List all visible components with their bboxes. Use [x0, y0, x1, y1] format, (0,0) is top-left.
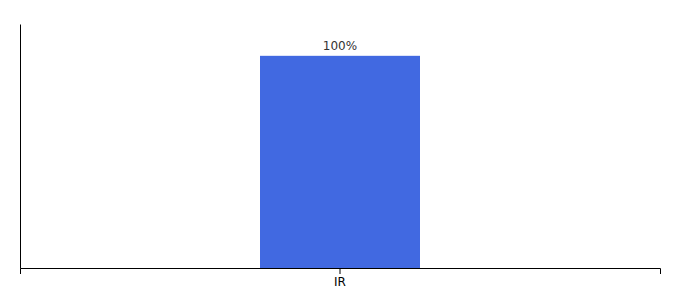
bar [260, 56, 420, 268]
chart: 100% IR [0, 0, 680, 300]
x-axis: IR [21, 268, 661, 289]
plot: 100% IR [21, 25, 661, 289]
x-tick-mark [340, 268, 341, 274]
bars [260, 56, 420, 268]
x-axis-line [21, 269, 661, 275]
y-axis-line [20, 25, 21, 269]
data-labels: 100% [323, 39, 357, 53]
y-axis [20, 25, 21, 269]
x-tick: IR [334, 268, 346, 289]
x-tick-label: IR [334, 275, 346, 289]
data-label: 100% [323, 39, 357, 53]
